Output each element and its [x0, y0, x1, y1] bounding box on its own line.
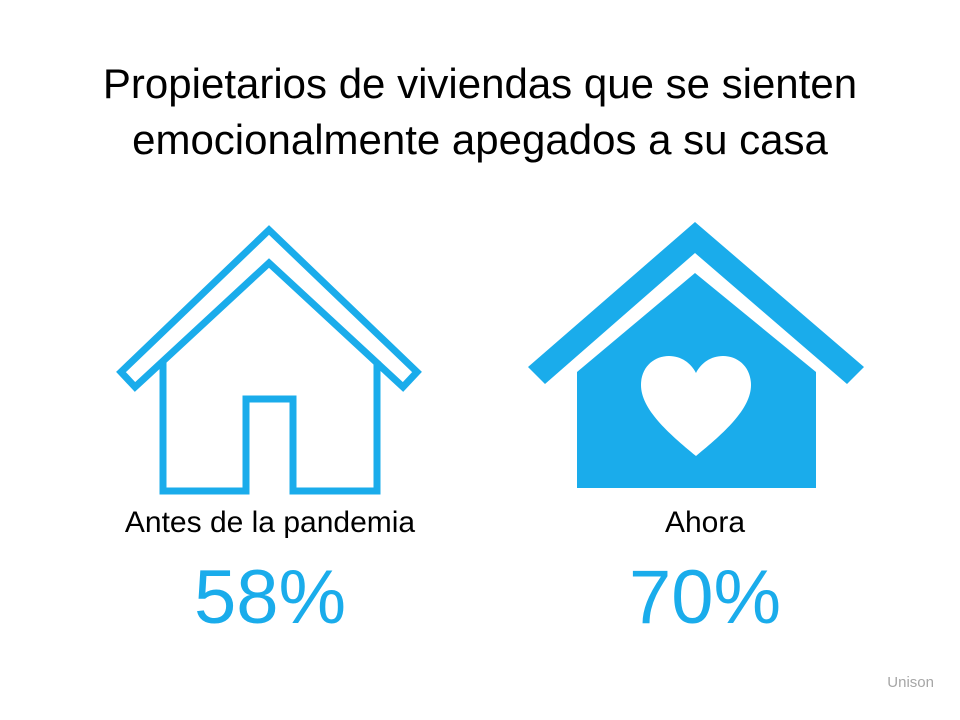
stat-value-before: 58%: [193, 555, 347, 640]
stat-label-now: Ahora: [664, 506, 746, 539]
page-title-line-2: emocionalmente apegados a su casa: [132, 116, 828, 163]
page-title-line-1: Propietarios de viviendas que se sienten: [102, 60, 858, 107]
stat-value-now: 70%: [628, 555, 782, 640]
stat-label-before: Antes de la pandemia: [124, 506, 416, 539]
source-credit: Unison: [887, 674, 934, 691]
house-outline-icon: [116, 225, 422, 495]
page-title: Propietarios de viviendas que se sienten…: [0, 56, 960, 168]
heart-shape: [641, 356, 751, 456]
house-heart-icon: [528, 222, 864, 488]
